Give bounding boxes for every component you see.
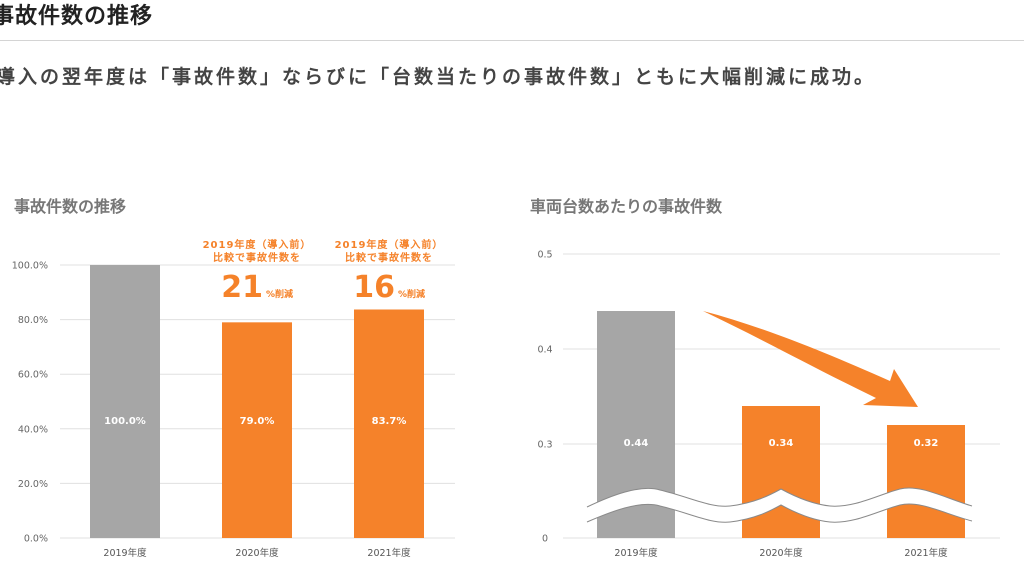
x-tick-label: 2020年度 (759, 547, 803, 559)
bar (90, 265, 160, 538)
data-label: 100.0% (104, 416, 146, 427)
reduction-annotation: 2019年度（導入前）比較で事故件数を 16 %削減 (335, 238, 444, 305)
annotation-reduction-unit: %削減 (266, 288, 293, 300)
trend-arrow-icon (703, 311, 918, 407)
y-tick-label: 100.0% (12, 261, 48, 272)
reduction-annotation: 2019年度（導入前）比較で事故件数を 21 %削減 (203, 238, 312, 305)
annotation-line2: 比較で事故件数を (345, 251, 433, 264)
data-label: 79.0% (240, 416, 275, 427)
annotation-line1: 2019年度（導入前） (203, 238, 312, 251)
data-label: 0.32 (914, 438, 939, 449)
y-tick-label: 80.0% (18, 315, 48, 326)
axis-break-symbol (586, 487, 973, 523)
bar (222, 322, 292, 538)
annotation-reduction-unit: %削減 (398, 288, 425, 300)
bar (742, 406, 820, 538)
bar (354, 309, 424, 538)
x-tick-label: 2019年度 (103, 547, 147, 559)
data-label: 83.7% (372, 416, 407, 427)
y-tick-label: 0.5 (537, 250, 552, 261)
title-divider (0, 40, 1024, 41)
data-label: 0.34 (769, 438, 794, 449)
y-tick-label: 60.0% (18, 370, 48, 381)
chart-title-accidents: 事故件数の推移 (14, 197, 127, 216)
bar (887, 425, 965, 538)
page-title: 事故件数の推移 (0, 4, 154, 29)
annotation-line2: 比較で事故件数を (213, 251, 301, 264)
axis-break-line-bottom (586, 503, 973, 523)
headline: 導入の翌年度は「事故件数」ならびに「台数当たりの事故件数」ともに大幅削減に成功。 (0, 66, 877, 88)
data-label: 0.44 (624, 438, 649, 449)
x-tick-label: 2019年度 (614, 547, 658, 559)
x-tick-label: 2020年度 (235, 547, 279, 559)
chart-title-per-vehicle: 車両台数あたりの事故件数 (530, 197, 723, 216)
axis-break-line-top (586, 487, 973, 508)
y-tick-label: 0.4 (537, 345, 552, 356)
annotation-reduction-value: 21 (221, 270, 263, 305)
annotation-reduction-value: 16 (353, 270, 395, 305)
y-tick-label: 0.3 (537, 440, 552, 451)
y-tick-label: 0 (542, 534, 548, 545)
annotation-line1: 2019年度（導入前） (335, 238, 444, 251)
x-tick-label: 2021年度 (904, 547, 948, 559)
x-tick-label: 2021年度 (367, 547, 411, 559)
y-tick-label: 0.0% (24, 534, 48, 545)
y-tick-label: 20.0% (18, 479, 48, 490)
y-tick-label: 40.0% (18, 424, 48, 435)
